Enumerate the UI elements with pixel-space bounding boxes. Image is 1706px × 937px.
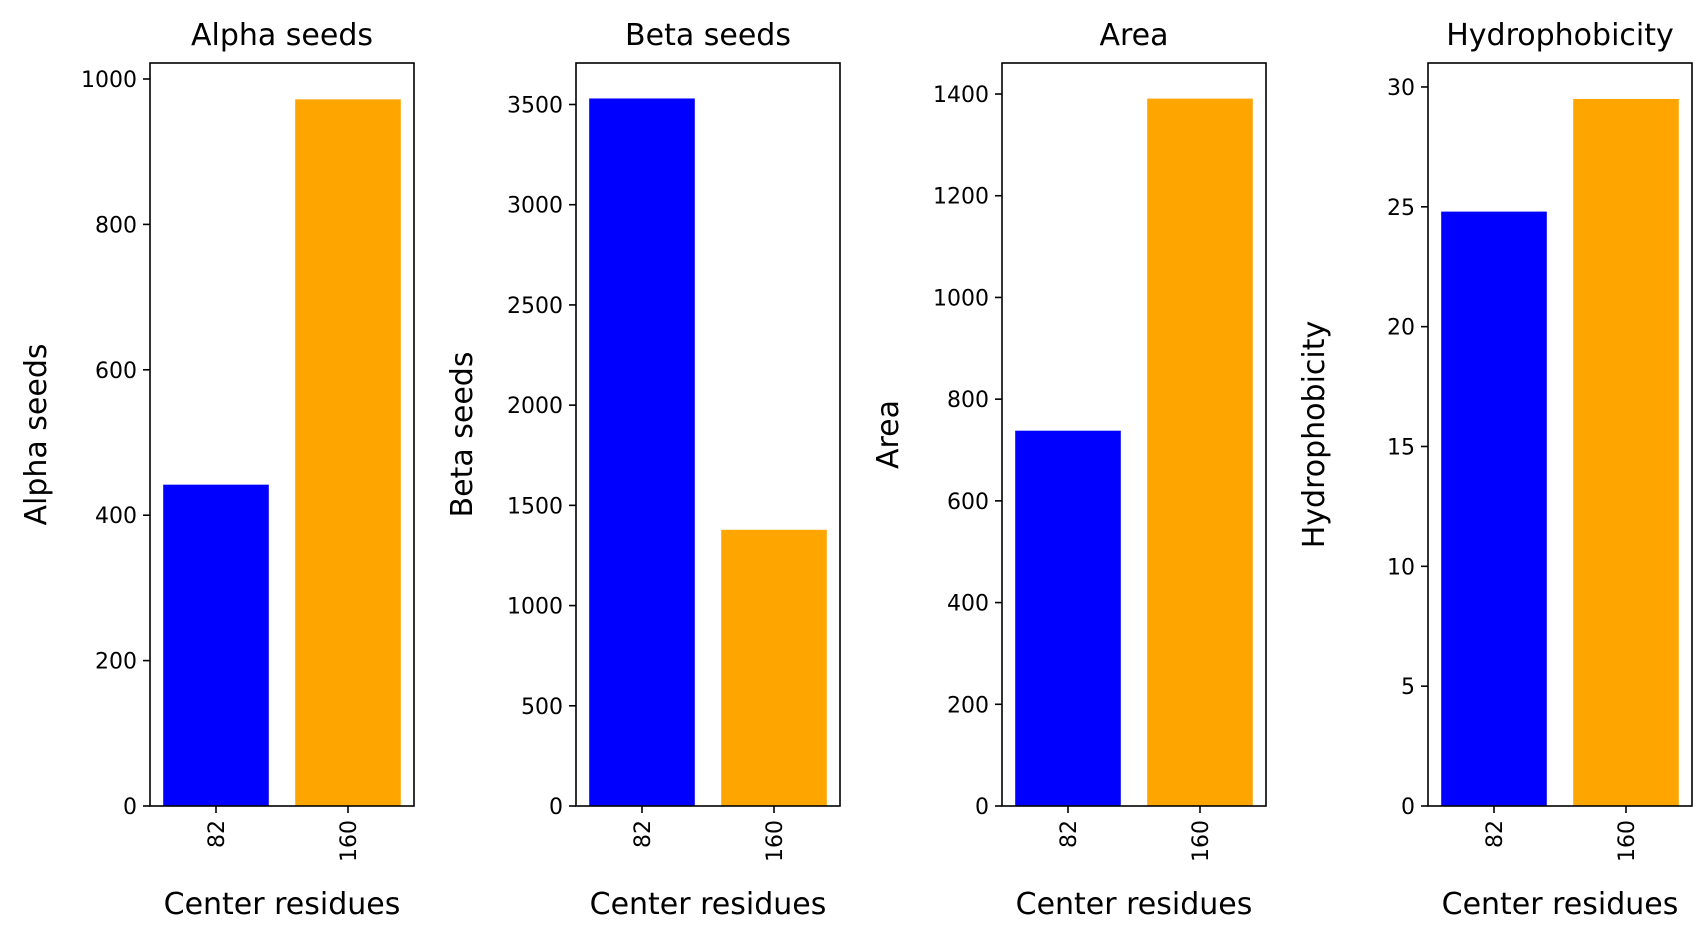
- y-tick-label: 0: [1401, 795, 1415, 820]
- x-tick-label: 82: [205, 820, 230, 848]
- bar-160: [1147, 98, 1253, 807]
- y-tick-label: 2500: [507, 294, 563, 319]
- y-tick-label: 800: [95, 213, 137, 238]
- plot-frame: [149, 62, 415, 807]
- y-tick-label: 400: [95, 504, 137, 529]
- panel-title: Hydrophobicity: [1446, 18, 1674, 53]
- y-axis-label: Beta seeds: [445, 352, 480, 518]
- y-tick-label: 20: [1387, 316, 1415, 341]
- panel-title: Area: [1099, 18, 1168, 53]
- x-tick-label: 160: [763, 820, 788, 862]
- y-tick-label: 3500: [507, 93, 563, 118]
- y-tick-label: 800: [947, 388, 989, 413]
- x-tick-label: 82: [631, 820, 656, 848]
- x-axis-label: Center residues: [590, 887, 827, 922]
- y-tick-label: 25: [1387, 196, 1415, 221]
- panel-0: 0 200 400 600 800 1000 82 160 Alpha seeds Center …: [19, 18, 415, 922]
- y-tick-label: 5: [1401, 675, 1415, 700]
- y-tick-label: 1400: [933, 83, 989, 108]
- y-tick-label: 3000: [507, 194, 563, 219]
- bar-160: [295, 99, 401, 807]
- plot-frame: [1427, 62, 1693, 807]
- y-tick-label: 0: [975, 795, 989, 820]
- y-axis-label: Hydrophobicity: [1297, 321, 1332, 549]
- panel-title: Beta seeds: [625, 18, 791, 53]
- y-tick-label: 0: [123, 795, 137, 820]
- y-tick-label: 400: [947, 592, 989, 617]
- y-tick-label: 1000: [81, 68, 137, 93]
- x-axis-label: Center residues: [1016, 887, 1253, 922]
- bar-82: [1441, 211, 1547, 807]
- y-tick-label: 200: [95, 650, 137, 675]
- x-axis-label: Center residues: [164, 887, 401, 922]
- x-tick-label: 160: [337, 820, 362, 862]
- panel-1: 0 500 1000 1500 2000 2500 3000 3500 82 160 Beta se…: [445, 18, 841, 922]
- y-tick-label: 1500: [507, 494, 563, 519]
- y-tick-label: 10: [1387, 555, 1415, 580]
- x-tick-label: 160: [1189, 820, 1214, 862]
- y-tick-label: 2000: [507, 394, 563, 419]
- y-tick-label: 600: [947, 490, 989, 515]
- y-tick-label: 1000: [507, 595, 563, 620]
- y-tick-label: 1200: [933, 185, 989, 210]
- y-axis-label: Alpha seeds: [19, 343, 54, 525]
- bar-82: [1015, 430, 1121, 806]
- bar-160: [1573, 98, 1679, 806]
- plot-frame: [1001, 62, 1267, 807]
- panel-3: 0 5 10 15 20 25 30 82 160 Hydrophobicity Center re…: [1297, 18, 1693, 922]
- x-axis-label: Center residues: [1442, 887, 1679, 922]
- x-tick-label: 160: [1615, 820, 1640, 862]
- x-tick-label: 82: [1483, 820, 1508, 848]
- y-tick-label: 0: [549, 795, 563, 820]
- panel-title: Alpha seeds: [191, 18, 373, 53]
- plot-frame: [575, 62, 841, 807]
- y-tick-label: 200: [947, 693, 989, 718]
- y-tick-label: 15: [1387, 435, 1415, 460]
- bar-82: [589, 98, 695, 807]
- y-tick-label: 600: [95, 359, 137, 384]
- bar-82: [163, 484, 269, 806]
- panel-2: 0 200 400 600 800 1000 1200 1400 82 160 Area Center…: [871, 18, 1267, 922]
- y-tick-label: 30: [1387, 76, 1415, 101]
- x-tick-label: 82: [1057, 820, 1082, 848]
- y-tick-label: 1000: [933, 286, 989, 311]
- y-tick-label: 500: [521, 695, 563, 720]
- bar-160: [721, 529, 827, 806]
- y-axis-label: Area: [871, 400, 906, 469]
